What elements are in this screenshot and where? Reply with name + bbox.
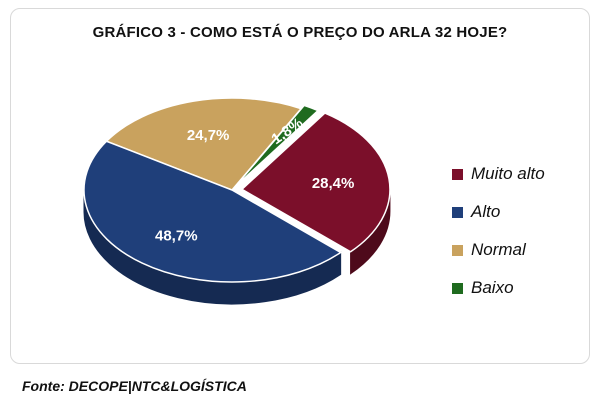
- pie-data-label: 24,7%: [187, 127, 230, 144]
- pie-slice-muito-alto: [240, 112, 391, 253]
- legend-label: Alto: [471, 202, 501, 221]
- legend-item-alto: Alto: [452, 193, 545, 231]
- legend-swatch-muito-alto: [452, 168, 463, 180]
- legend-item-muito-alto: Muito alto: [452, 155, 545, 193]
- legend-label: Normal: [471, 240, 526, 259]
- chart-title: GRÁFICO 3 - COMO ESTÁ O PREÇO DO ARLA 32…: [92, 24, 508, 41]
- legend-label: Baixo: [471, 278, 514, 297]
- legend-swatch-alto: [452, 206, 463, 218]
- pie-slice-normal: [105, 97, 303, 191]
- pie-data-label: 48,7%: [155, 227, 198, 244]
- pie-data-label: 28,4%: [312, 175, 355, 192]
- pie-slice-alto: [83, 140, 343, 283]
- pie-slice-baixo: [234, 104, 320, 188]
- legend-item-normal: Normal: [452, 231, 545, 269]
- legend-swatch-normal: [452, 244, 463, 256]
- chart-legend: Muito alto Alto Normal Baixo: [452, 155, 545, 307]
- legend-swatch-baixo: [452, 282, 463, 294]
- legend-label: Muito alto: [471, 164, 545, 183]
- source-note: Fonte: DECOPE|NTC&LOGÍSTICA: [22, 378, 247, 394]
- legend-item-baixo: Baixo: [452, 269, 545, 307]
